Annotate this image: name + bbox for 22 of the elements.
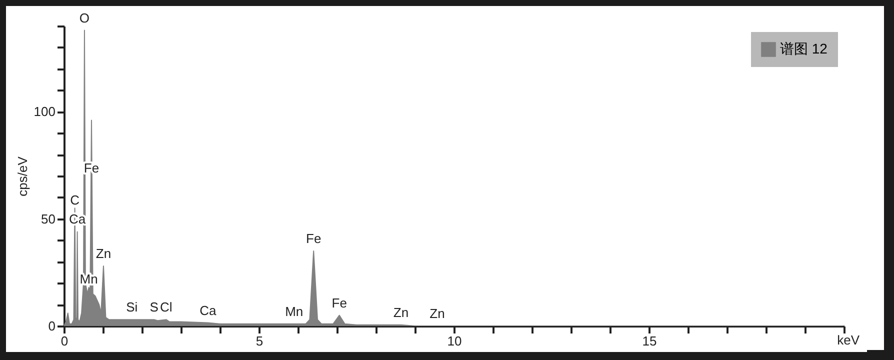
annotation: Zn [96,246,112,261]
x-tick-label: 0 [60,334,68,348]
annotation: O [79,10,90,26]
x-tick-label: 5 [256,334,264,348]
y-tick-label: 50 [41,211,56,226]
annotation: Fe [332,295,347,310]
annotation: Fe [306,231,322,246]
y-tick-label: 0 [48,318,56,334]
annotation: Mn [285,304,304,319]
x-axis-title: keV [837,332,860,348]
annotation: C [70,192,80,208]
x-tick-label: 15 [642,334,657,348]
annotation: Ca [200,302,217,318]
y-tick-label: 100 [34,104,56,120]
legend-label: 谱图 12 [780,40,828,56]
annotation: Zn [430,306,445,321]
x-tick-label: 10 [447,334,462,348]
annotation: Si [126,300,138,315]
annotation: S [150,300,159,315]
y-axis-title: cps/eV [14,156,30,196]
annotation: Zn [393,304,409,320]
annotation: Cl [160,300,172,315]
